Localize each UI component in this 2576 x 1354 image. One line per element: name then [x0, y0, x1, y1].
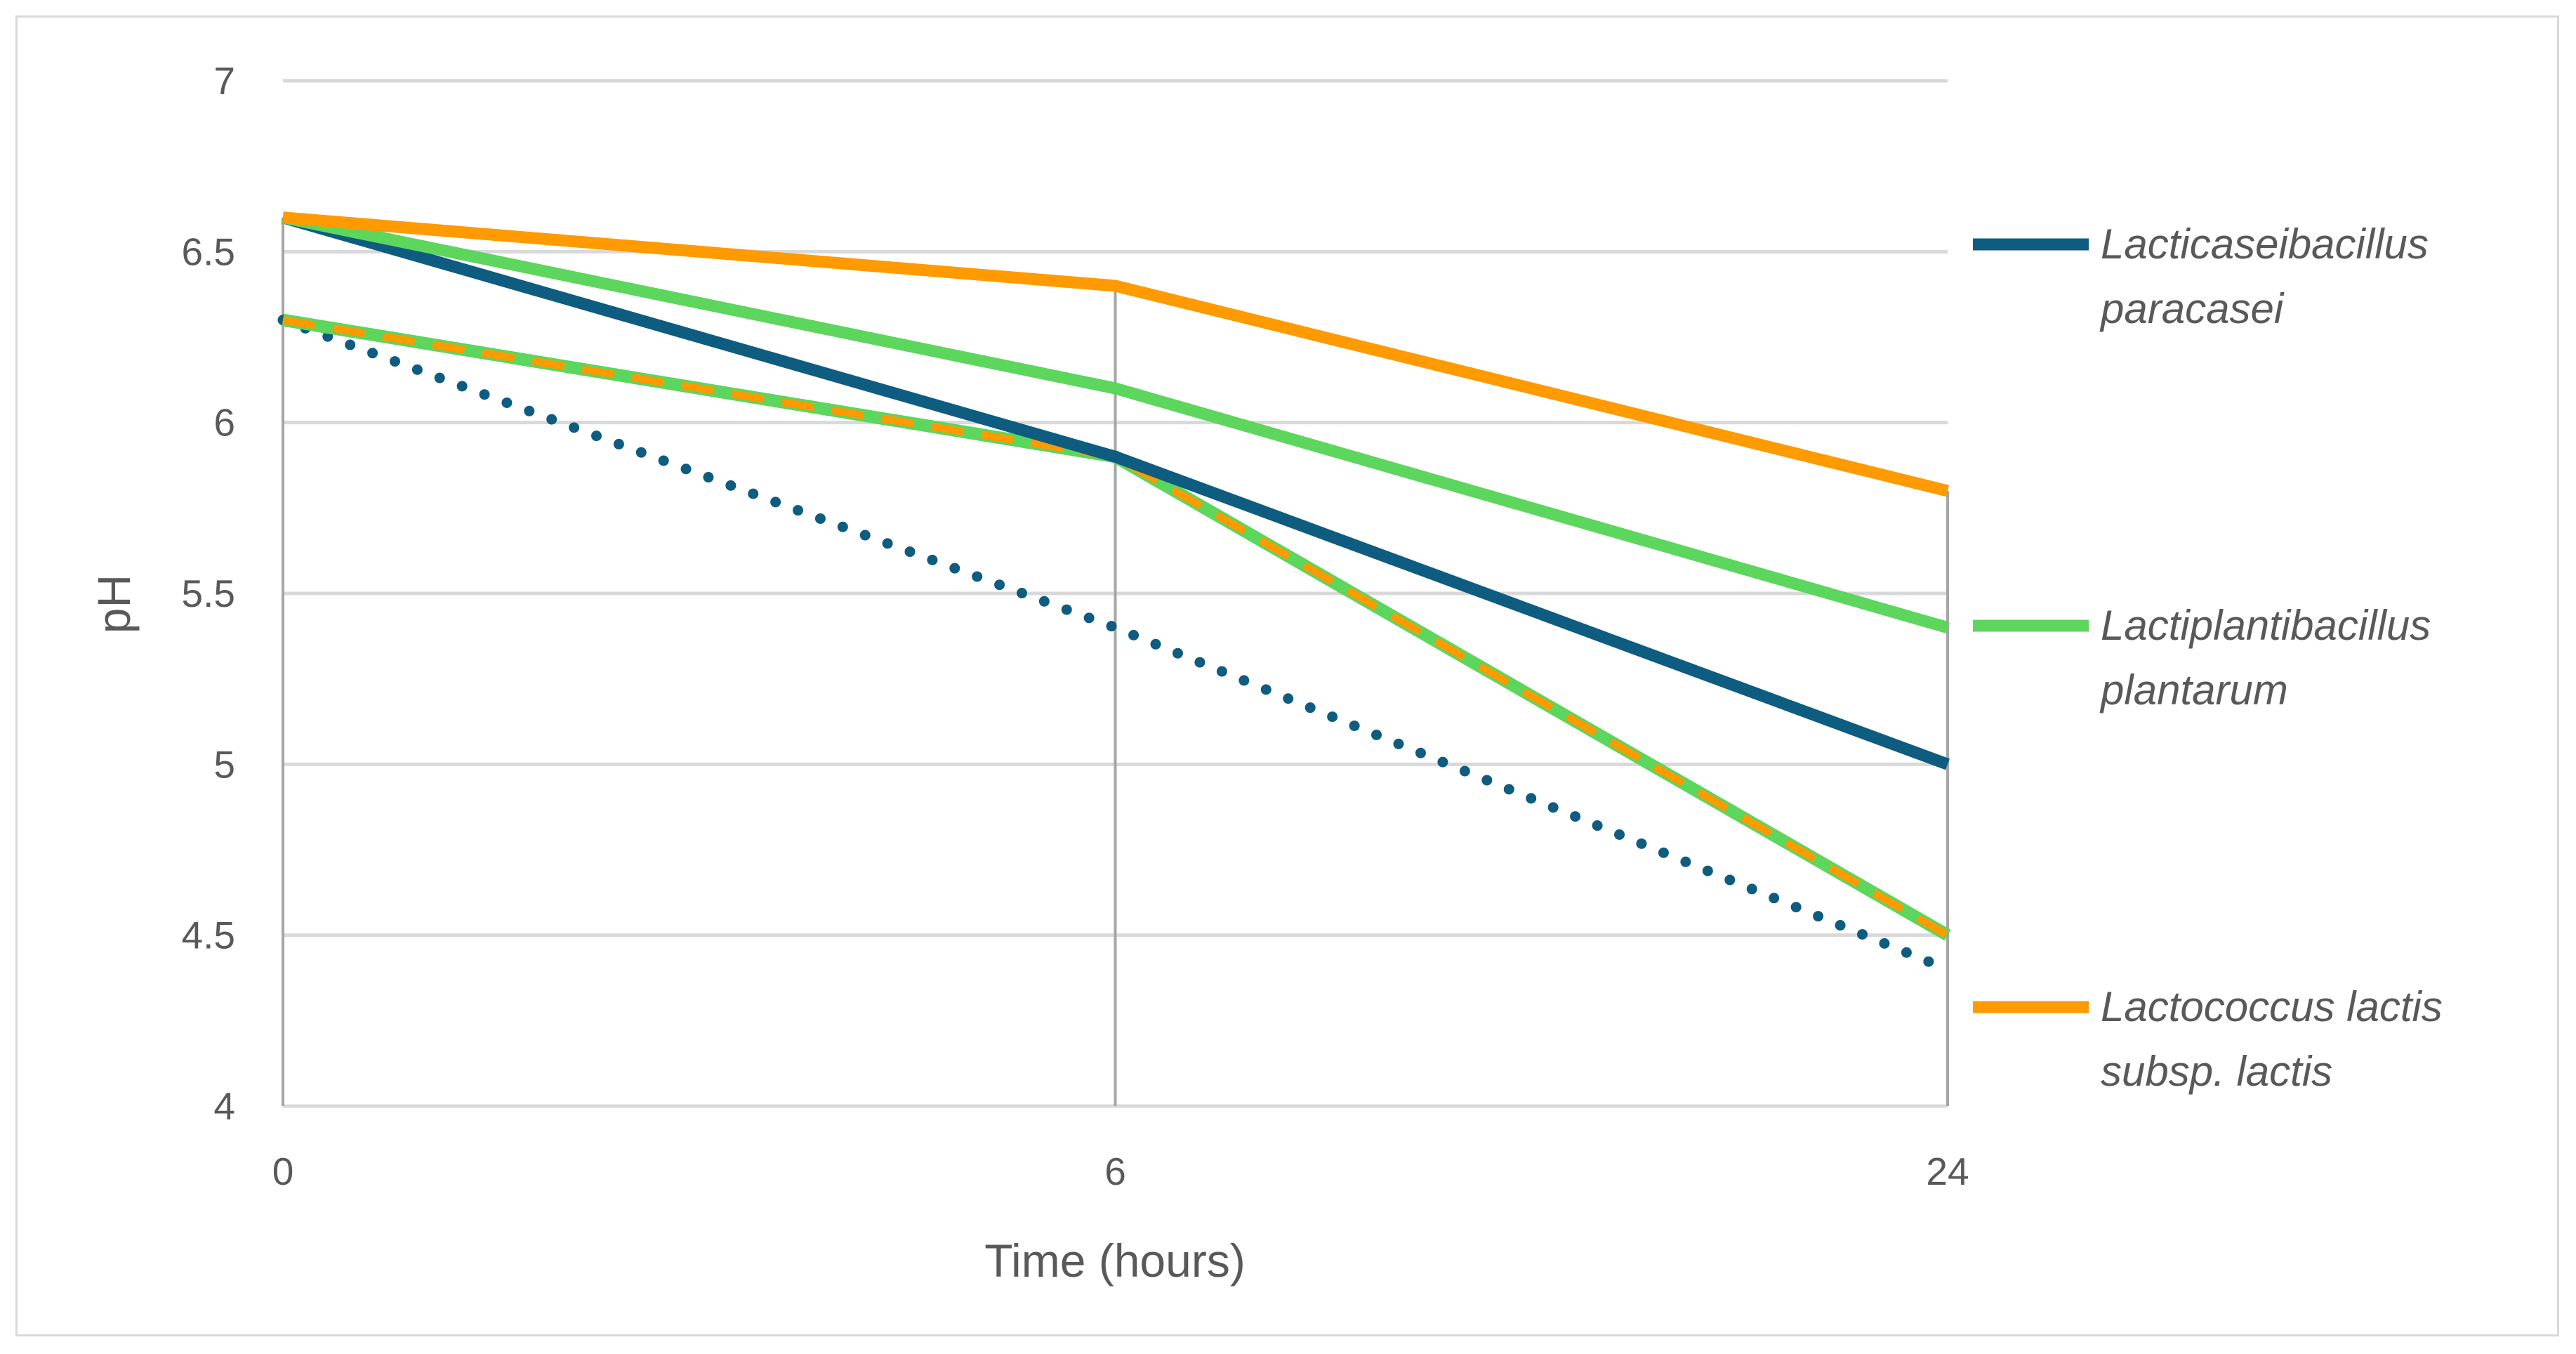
x-tick-24: 24 [1926, 1150, 1969, 1193]
legend-label-0-1: paracasei [2099, 285, 2285, 332]
x-axis-title: Time (hours) [984, 1235, 1246, 1287]
y-tick-5.5: 5.5 [182, 572, 235, 615]
gridlines [283, 79, 1948, 1108]
series-lines [277, 211, 1953, 975]
y-tick-5: 5 [213, 742, 235, 786]
x-tick-6: 6 [1104, 1150, 1126, 1193]
y-axis-title: pH [88, 574, 140, 633]
x-tick-labels: 0 6 24 [272, 1150, 1969, 1193]
legend: Lacticaseibacillus paracasei Lactiplantiba… [1973, 221, 2443, 1095]
series-line-2 [282, 211, 1950, 497]
series-line-4-dashes [282, 316, 1950, 939]
y-tick-4: 4 [213, 1084, 235, 1128]
y-tick-4.5: 4.5 [182, 914, 235, 957]
legend-label-0-0: Lacticaseibacillus [2101, 221, 2429, 268]
y-tick-6.5: 6.5 [182, 230, 235, 273]
series-line-0 [281, 211, 1950, 770]
series-line-1 [282, 211, 1950, 633]
x-tick-0: 0 [272, 1150, 294, 1193]
legend-label-2-0: Lactococcus lactis [2101, 983, 2443, 1030]
y-tick-7: 7 [213, 59, 235, 103]
y-tick-labels: 4 4.5 5 5.5 6 6.5 7 [182, 59, 235, 1128]
series-line-3 [277, 315, 1953, 975]
legend-label-2-1: subsp. lactis [2101, 1048, 2332, 1095]
legend-label-1-1: plantarum [2099, 666, 2288, 714]
category-drop-lines [282, 217, 1949, 1106]
legend-label-1-0: Lactiplantibacillus [2101, 602, 2431, 649]
y-tick-6: 6 [213, 401, 235, 445]
